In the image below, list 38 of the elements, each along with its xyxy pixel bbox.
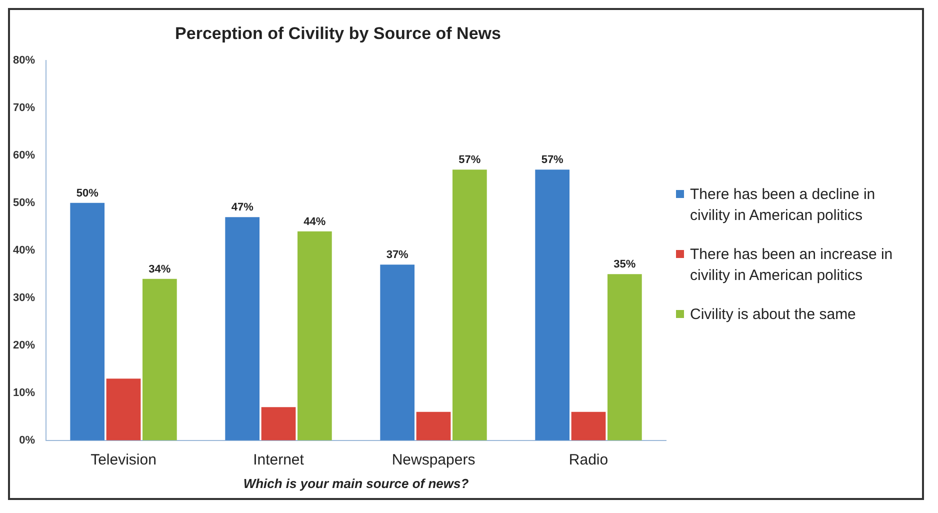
legend-label: There has been an increase in civility in American politics [690, 244, 894, 286]
y-tick-label: 80% [12, 54, 36, 66]
y-tick-label: 60% [12, 149, 36, 162]
bar [571, 412, 606, 440]
data-label: 44% [304, 216, 326, 228]
bar [70, 202, 105, 440]
bar [416, 412, 451, 440]
y-tick-label: 10% [12, 386, 36, 399]
x-axis-title: Which is your main source of news? [243, 476, 469, 491]
bar [297, 231, 332, 440]
y-tick-label: 30% [12, 292, 36, 304]
legend-label: There has been a decline in civility in American politics [690, 184, 876, 226]
x-tick-label: Newspapers [392, 452, 476, 469]
y-tick-label: 50% [12, 196, 36, 209]
y-tick-label: 40% [12, 244, 36, 256]
data-label: 50% [76, 187, 99, 200]
data-label: 34% [148, 263, 171, 276]
bar [535, 170, 570, 440]
x-tick-label: Television [90, 452, 156, 469]
data-label: 37% [386, 249, 409, 262]
y-tick-label: 70% [12, 102, 36, 114]
bar [261, 407, 296, 440]
bar [142, 278, 177, 440]
bar [452, 170, 487, 440]
y-tick-label: 0% [19, 434, 36, 446]
data-label: 57% [541, 154, 564, 166]
bar [380, 264, 415, 440]
legend-label: Civility is about the same [690, 304, 856, 324]
x-tick-label: Radio [568, 452, 608, 469]
data-label: 35% [614, 258, 636, 271]
bar [607, 274, 642, 440]
x-tick-label: Internet [253, 452, 305, 469]
y-tick-label: 20% [12, 339, 36, 352]
bar [225, 217, 260, 440]
data-label: 47% [231, 202, 254, 214]
data-label: 57% [458, 154, 481, 166]
bar [106, 378, 141, 440]
chart-title: Perception of Civility by Source of News [175, 24, 501, 43]
